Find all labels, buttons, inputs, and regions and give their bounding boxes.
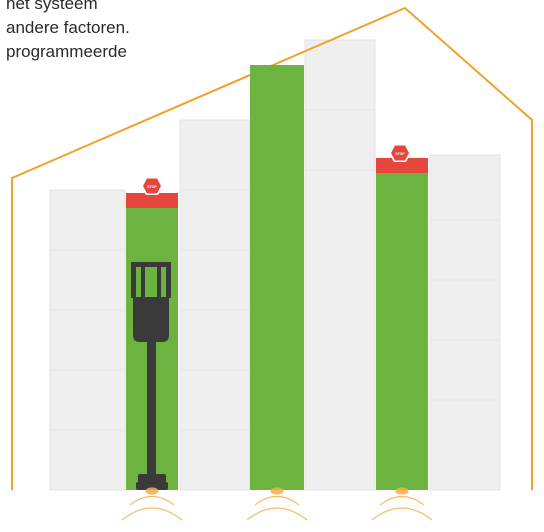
forklift-icon — [131, 262, 171, 490]
background-racking — [49, 39, 501, 491]
text-line: het systeem — [6, 0, 98, 13]
stop-zone-3 — [376, 158, 428, 173]
background-racking-lines — [50, 109, 500, 431]
stop-sign-icon: STOP — [389, 144, 411, 162]
description-text: het systeem andere factoren. programmeer… — [6, 0, 130, 64]
racking-aisle-3 — [376, 172, 428, 490]
building-outline — [11, 6, 533, 490]
stop-zone-1 — [126, 193, 178, 208]
floor-sensors — [121, 487, 433, 521]
text-line: programmeerde — [6, 42, 127, 61]
stop-sign-label: STOP — [147, 185, 157, 189]
racking-aisle-2 — [250, 65, 304, 490]
stop-sign-label: STOP — [395, 152, 405, 156]
text-line: andere factoren. — [6, 18, 130, 37]
stop-sign-icon: STOP — [141, 177, 163, 195]
